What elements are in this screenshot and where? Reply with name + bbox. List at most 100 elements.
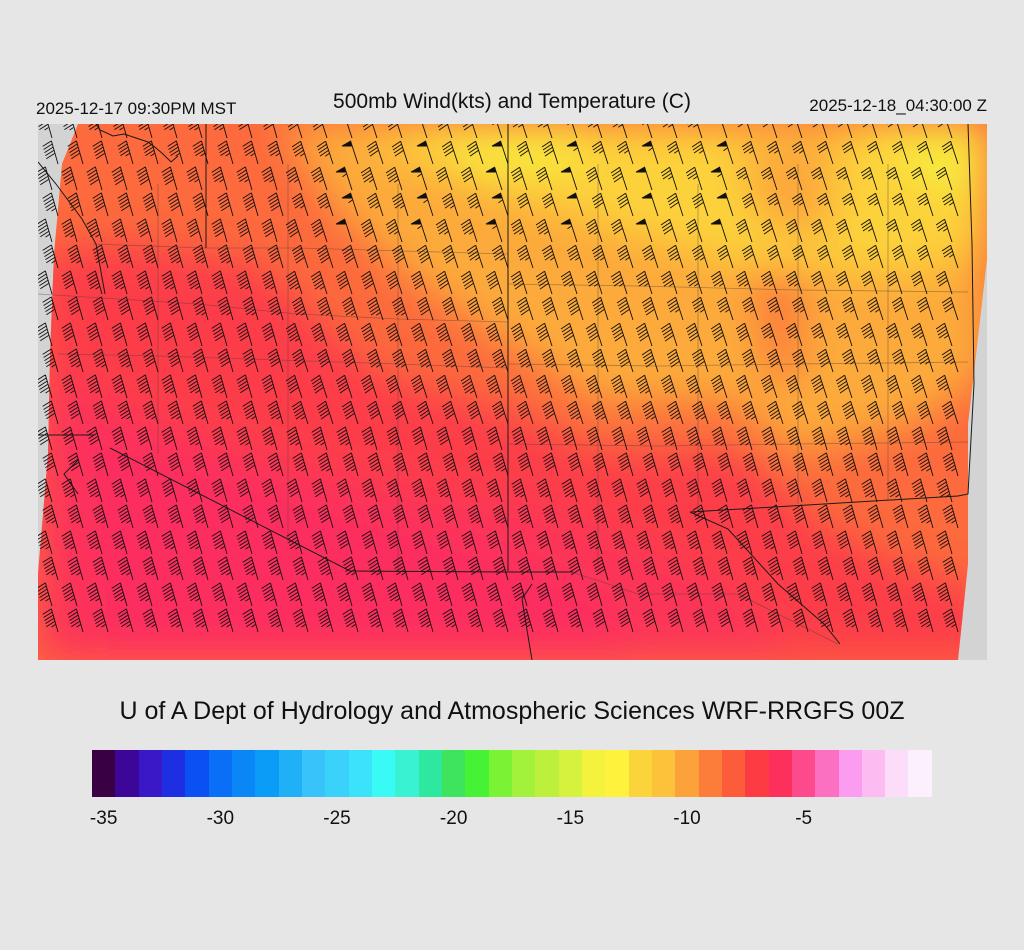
wind-barb xyxy=(167,296,184,321)
wind-barb xyxy=(666,296,684,321)
wind-barb xyxy=(186,322,203,347)
wind-barb xyxy=(417,452,434,477)
wind-barb xyxy=(517,504,534,529)
wind-barb xyxy=(267,556,284,581)
wind-barb xyxy=(585,166,603,191)
wind-barb xyxy=(586,426,603,451)
wind-barb xyxy=(437,124,453,139)
wind-barb xyxy=(491,296,509,321)
wind-barb xyxy=(263,124,278,139)
wind-barb xyxy=(691,192,709,217)
wind-barb xyxy=(811,530,828,555)
wind-barb xyxy=(136,374,153,399)
wind-barb xyxy=(163,124,178,139)
wind-barb xyxy=(841,244,859,269)
wind-barb xyxy=(491,140,509,165)
colorbar-cell xyxy=(301,750,326,797)
wind-barb xyxy=(741,400,759,425)
wind-barb xyxy=(161,218,178,243)
wind-barb xyxy=(111,218,128,243)
wind-barb xyxy=(92,192,109,217)
wind-barb xyxy=(461,582,478,607)
wind-barb xyxy=(61,582,78,607)
wind-barb xyxy=(436,582,453,607)
wind-barb xyxy=(941,296,959,321)
wind-barb xyxy=(467,608,484,633)
wind-barb xyxy=(285,166,303,191)
wind-barb xyxy=(860,218,878,243)
wind-barb xyxy=(785,322,803,347)
wind-barb xyxy=(511,426,528,451)
wind-barb xyxy=(242,400,259,425)
wind-barb xyxy=(342,556,359,581)
wind-barb xyxy=(612,124,628,139)
wind-barb xyxy=(516,192,534,217)
wind-barb xyxy=(610,322,628,347)
wind-barb xyxy=(61,322,78,347)
wind-barb xyxy=(917,504,934,529)
wind-barb xyxy=(917,608,934,633)
wind-barb xyxy=(935,322,953,347)
wind-barb xyxy=(286,530,303,555)
wind-barb xyxy=(766,192,784,217)
wind-barb xyxy=(111,530,128,555)
wind-barb xyxy=(511,478,528,503)
wind-barb xyxy=(691,296,709,321)
wind-barb xyxy=(692,608,709,633)
wind-barb xyxy=(186,218,203,243)
wind-barb xyxy=(910,166,928,191)
wind-barb xyxy=(286,582,303,607)
wind-barb xyxy=(536,426,553,451)
wind-barb xyxy=(217,192,234,217)
wind-barb xyxy=(861,478,878,503)
wind-barb xyxy=(310,166,328,191)
wind-barb xyxy=(617,504,634,529)
wind-barb xyxy=(217,348,234,373)
wind-barb xyxy=(217,504,234,529)
wind-barb xyxy=(386,426,403,451)
wind-barbs xyxy=(38,124,959,633)
wind-barb xyxy=(366,400,384,425)
wind-barb xyxy=(67,608,84,633)
wind-barb xyxy=(261,218,278,243)
wind-barb xyxy=(542,452,559,477)
wind-barb xyxy=(188,124,203,139)
wind-barb xyxy=(710,218,728,243)
wind-barb xyxy=(117,400,134,425)
wind-barb xyxy=(285,218,303,243)
wind-barb xyxy=(192,192,209,217)
wind-barb xyxy=(317,452,334,477)
wind-barb xyxy=(616,400,634,425)
wind-barb xyxy=(435,166,453,191)
wind-barb xyxy=(441,400,459,425)
wind-barb xyxy=(892,504,909,529)
wind-barb xyxy=(261,166,278,191)
wind-barb xyxy=(717,556,734,581)
wind-barb xyxy=(936,426,953,451)
wind-barb xyxy=(316,140,334,165)
wind-barb xyxy=(491,244,509,269)
wind-barb xyxy=(186,426,203,451)
wind-barb xyxy=(261,582,278,607)
wind-barb xyxy=(361,530,378,555)
wind-barb xyxy=(841,192,859,217)
wind-barb xyxy=(38,124,53,139)
wind-barb xyxy=(736,426,753,451)
wind-barb xyxy=(912,124,928,139)
wind-barb xyxy=(735,218,753,243)
wind-barb xyxy=(942,504,959,529)
wind-barb xyxy=(67,244,84,269)
wind-barb xyxy=(542,504,559,529)
wind-barb xyxy=(142,348,159,373)
wind-barb xyxy=(361,478,378,503)
wind-barb xyxy=(385,218,403,243)
wind-barb xyxy=(741,296,759,321)
wind-barb xyxy=(611,530,628,555)
wind-barb xyxy=(786,530,803,555)
wind-barb xyxy=(535,218,553,243)
wind-barb xyxy=(542,608,559,633)
wind-barb xyxy=(560,374,578,399)
wind-barb xyxy=(42,608,59,633)
wind-barb xyxy=(342,608,359,633)
wind-barb xyxy=(861,426,878,451)
